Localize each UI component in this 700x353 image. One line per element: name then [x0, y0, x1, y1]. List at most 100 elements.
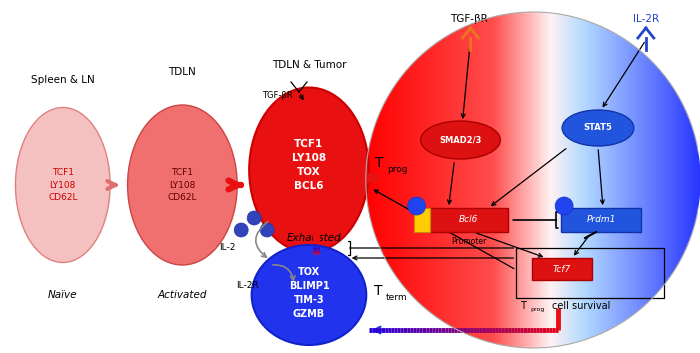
Bar — [468, 12, 470, 348]
Bar — [406, 12, 407, 348]
Text: T: T — [374, 156, 384, 170]
Bar — [496, 12, 498, 348]
Bar — [671, 12, 673, 348]
Bar — [399, 12, 400, 348]
Bar — [577, 12, 578, 348]
Bar — [696, 12, 697, 348]
Bar — [446, 12, 447, 348]
Bar — [685, 12, 686, 348]
Bar — [581, 12, 582, 348]
Bar — [554, 12, 556, 348]
Bar — [398, 12, 399, 348]
Bar — [631, 12, 633, 348]
Bar — [601, 12, 603, 348]
Bar — [532, 258, 592, 280]
Bar — [569, 12, 570, 348]
Bar — [669, 12, 671, 348]
Bar — [501, 12, 502, 348]
Bar — [596, 12, 597, 348]
Bar — [421, 12, 423, 348]
Bar — [511, 12, 512, 348]
Bar — [652, 12, 654, 348]
Bar — [690, 12, 691, 348]
Bar — [673, 12, 674, 348]
Bar — [404, 12, 405, 348]
Bar — [492, 12, 493, 348]
Text: prog: prog — [386, 166, 407, 174]
Bar — [659, 12, 661, 348]
Bar — [667, 12, 668, 348]
Bar — [466, 12, 468, 348]
Bar — [648, 12, 650, 348]
Bar — [384, 12, 385, 348]
Bar — [429, 12, 430, 348]
Bar — [474, 12, 475, 348]
Bar — [423, 12, 424, 348]
Bar — [520, 12, 521, 348]
Bar — [524, 12, 526, 348]
Text: T: T — [520, 301, 526, 311]
Bar — [590, 12, 592, 348]
Text: Prdm1: Prdm1 — [587, 215, 616, 225]
Bar — [564, 12, 566, 348]
Bar — [491, 12, 492, 348]
Bar — [537, 12, 538, 348]
Circle shape — [407, 197, 426, 215]
Bar — [609, 12, 610, 348]
Bar — [635, 12, 636, 348]
Bar — [517, 248, 664, 298]
Bar — [608, 12, 609, 348]
Bar — [426, 12, 427, 348]
Bar — [600, 12, 601, 348]
Bar — [644, 12, 645, 348]
Ellipse shape — [127, 105, 237, 265]
Bar — [594, 12, 596, 348]
Bar — [485, 12, 486, 348]
Bar — [385, 12, 386, 348]
Bar — [370, 12, 372, 348]
Bar — [629, 12, 630, 348]
Text: term: term — [386, 293, 407, 303]
Bar — [620, 12, 622, 348]
Text: TDLN & Tumor: TDLN & Tumor — [272, 60, 346, 70]
Bar — [410, 12, 412, 348]
Bar — [465, 12, 466, 348]
Bar — [614, 12, 615, 348]
Text: IL-2: IL-2 — [219, 244, 235, 252]
Bar — [663, 12, 664, 348]
Bar — [432, 12, 433, 348]
Bar — [692, 12, 693, 348]
Bar — [575, 12, 577, 348]
Bar — [509, 12, 510, 348]
Bar — [438, 12, 440, 348]
Bar — [461, 12, 462, 348]
Bar — [584, 12, 586, 348]
Bar — [611, 12, 612, 348]
Bar — [533, 12, 534, 348]
Bar — [684, 12, 685, 348]
Bar — [603, 12, 605, 348]
Bar — [440, 12, 442, 348]
Bar — [506, 12, 507, 348]
Bar — [615, 12, 616, 348]
Bar — [368, 12, 369, 348]
Bar — [650, 12, 652, 348]
Bar — [430, 12, 432, 348]
Bar — [498, 12, 500, 348]
Bar — [599, 12, 600, 348]
Ellipse shape — [562, 110, 634, 146]
Bar — [447, 12, 449, 348]
Bar — [687, 12, 688, 348]
Bar — [566, 12, 567, 348]
Bar — [418, 12, 419, 348]
Bar — [639, 12, 640, 348]
Bar — [402, 12, 404, 348]
Bar — [395, 12, 396, 348]
Text: IL-2R: IL-2R — [633, 14, 659, 24]
Bar — [578, 12, 579, 348]
Bar — [561, 208, 641, 232]
Bar — [458, 12, 459, 348]
Bar — [504, 12, 505, 348]
Bar — [462, 12, 463, 348]
Bar — [473, 12, 474, 348]
